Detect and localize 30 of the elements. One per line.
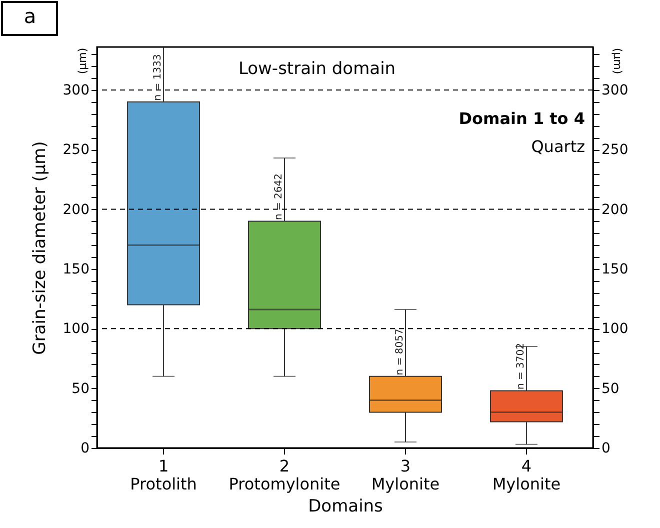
x-tick-label: 1 Protolith: [130, 456, 197, 494]
annotation: n = 3702: [515, 342, 526, 390]
y2-tick-label: 50: [602, 380, 620, 397]
y2-tick-label: 0: [602, 440, 610, 456]
text: a: [24, 4, 36, 28]
y-tick-label: 200: [62, 202, 90, 218]
annotation: n = 2642: [274, 174, 285, 220]
text: (µm): [611, 48, 624, 74]
x-tick-label: 3 Mylonite: [371, 456, 440, 494]
annotation: n = 8057: [394, 328, 406, 376]
x-tick-label: 2 Protomylonite: [228, 456, 340, 494]
annotation: Domain 1 to 4: [458, 109, 585, 128]
text: (µm): [76, 48, 89, 74]
annotation: Low-strain domain: [238, 59, 396, 79]
y-axis-title: Grain-size diameter (µm): [30, 141, 50, 355]
y-tick-label: 100: [62, 321, 90, 338]
y-tick-label: 150: [62, 261, 90, 278]
y-tick-label: 250: [62, 142, 90, 158]
y-tick-label: 0: [80, 440, 90, 456]
y2-tick-label: 200: [602, 202, 628, 218]
annotation: Quartz: [531, 137, 585, 156]
y2-tick-label: 150: [602, 261, 628, 278]
y2-tick-label: 100: [602, 321, 628, 338]
x-axis-title: Domains: [308, 496, 384, 516]
x-tick-label: 4 Mylonite: [492, 456, 561, 494]
annotation: n = 1333: [152, 54, 164, 101]
y2-tick-label: 250: [602, 142, 628, 158]
y-tick-label: 300: [62, 82, 90, 98]
y2-tick-label: 300: [602, 82, 628, 98]
y-tick-label: 50: [72, 380, 90, 397]
